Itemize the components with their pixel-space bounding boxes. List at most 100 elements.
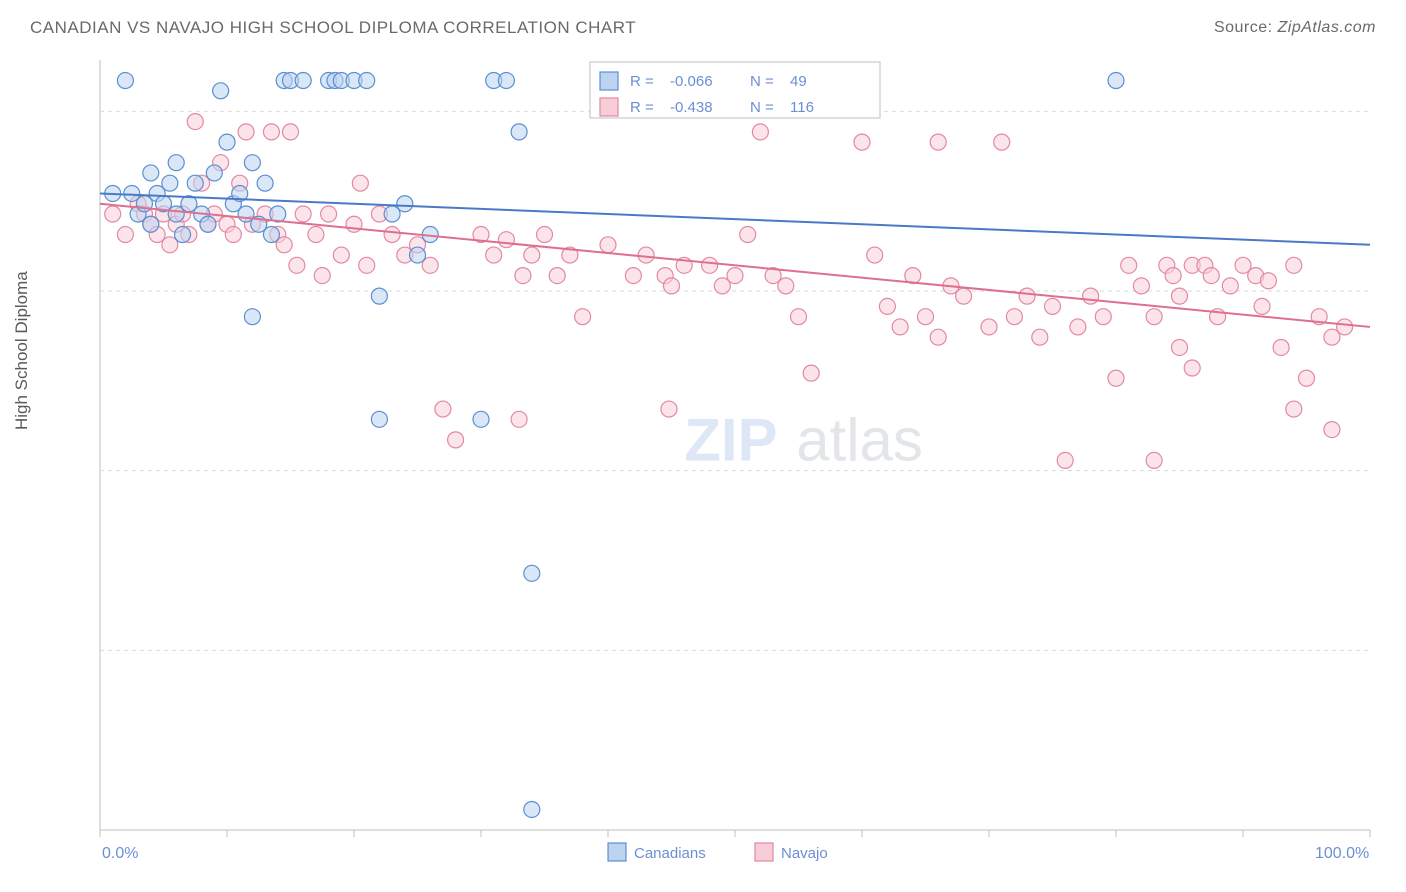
stats-r-label: R = xyxy=(630,99,654,116)
stats-r-label: R = xyxy=(630,73,654,90)
scatter-point xyxy=(498,232,514,248)
scatter-point xyxy=(524,801,540,817)
scatter-point xyxy=(1057,452,1073,468)
scatter-point xyxy=(537,227,553,243)
scatter-point xyxy=(206,165,222,181)
stats-n-label: N = xyxy=(750,73,774,90)
scatter-point xyxy=(1045,298,1061,314)
scatter-point xyxy=(879,298,895,314)
scatter-point xyxy=(263,227,279,243)
scatter-point xyxy=(625,268,641,284)
scatter-point xyxy=(473,411,489,427)
scatter-point xyxy=(257,175,273,191)
scatter-point xyxy=(175,227,191,243)
stats-n-label: N = xyxy=(750,99,774,116)
scatter-point xyxy=(187,175,203,191)
scatter-point xyxy=(1006,309,1022,325)
y-axis-label: High School Diploma xyxy=(12,271,32,430)
scatter-point xyxy=(1146,309,1162,325)
scatter-point xyxy=(1165,268,1181,284)
scatter-point xyxy=(117,227,133,243)
scatter-point xyxy=(359,257,375,273)
scatter-point xyxy=(664,278,680,294)
scatter-point xyxy=(778,278,794,294)
scatter-point xyxy=(752,124,768,140)
scatter-point xyxy=(410,247,426,263)
scatter-point xyxy=(661,401,677,417)
scatter-point xyxy=(1032,329,1048,345)
scatter-point xyxy=(727,268,743,284)
scatter-point xyxy=(511,411,527,427)
scatter-point xyxy=(371,411,387,427)
scatter-point xyxy=(384,227,400,243)
scatter-point xyxy=(448,432,464,448)
scatter-point xyxy=(930,134,946,150)
scatter-point xyxy=(1222,278,1238,294)
scatter-point xyxy=(511,124,527,140)
scatter-point xyxy=(244,309,260,325)
scatter-point xyxy=(225,227,241,243)
scatter-point xyxy=(1286,401,1302,417)
scatter-point xyxy=(524,565,540,581)
scatter-point xyxy=(352,175,368,191)
scatter-point xyxy=(867,247,883,263)
scatter-point xyxy=(295,73,311,89)
stats-swatch xyxy=(600,72,618,90)
scatter-point xyxy=(1070,319,1086,335)
scatter-point xyxy=(263,124,279,140)
scatter-point xyxy=(1273,339,1289,355)
scatter-point xyxy=(143,216,159,232)
plot-area: 47.5%65.0%82.5%100.0%ZIPatlasR =-0.066N … xyxy=(50,50,1380,840)
stats-n-value: 49 xyxy=(790,73,807,90)
scatter-point xyxy=(994,134,1010,150)
watermark-atlas: atlas xyxy=(796,406,923,473)
scatter-point xyxy=(143,165,159,181)
scatter-point xyxy=(918,309,934,325)
chart-source: Source: ZipAtlas.com xyxy=(1214,19,1376,37)
chart-title: CANADIAN VS NAVAJO HIGH SCHOOL DIPLOMA C… xyxy=(30,18,636,38)
trend-line xyxy=(100,193,1370,244)
scatter-point xyxy=(219,134,235,150)
scatter-point xyxy=(498,73,514,89)
scatter-point xyxy=(333,247,349,263)
scatter-point xyxy=(321,206,337,222)
scatter-point xyxy=(435,401,451,417)
scatter-point xyxy=(549,268,565,284)
legend-label: Canadians xyxy=(634,845,706,862)
scatter-point xyxy=(1184,360,1200,376)
stats-n-value: 116 xyxy=(790,99,814,116)
scatter-point xyxy=(283,124,299,140)
scatter-point xyxy=(1203,268,1219,284)
scatter-point xyxy=(638,247,654,263)
stats-swatch xyxy=(600,98,618,116)
scatter-point xyxy=(1108,370,1124,386)
chart-header: CANADIAN VS NAVAJO HIGH SCHOOL DIPLOMA C… xyxy=(0,0,1406,46)
scatter-point xyxy=(486,247,502,263)
scatter-point xyxy=(1146,452,1162,468)
scatter-chart: 47.5%65.0%82.5%100.0%ZIPatlasR =-0.066N … xyxy=(50,50,1380,870)
source-value: ZipAtlas.com xyxy=(1278,19,1376,36)
scatter-point xyxy=(314,268,330,284)
scatter-point xyxy=(1254,298,1270,314)
scatter-point xyxy=(238,124,254,140)
legend-swatch xyxy=(608,843,626,861)
legend-label: Navajo xyxy=(781,845,828,862)
scatter-point xyxy=(244,155,260,171)
scatter-point xyxy=(892,319,908,335)
scatter-point xyxy=(1286,257,1302,273)
watermark-zip: ZIP xyxy=(684,406,777,473)
stats-r-value: -0.066 xyxy=(670,73,713,90)
scatter-point xyxy=(1260,273,1276,289)
x-max-label: 100.0% xyxy=(1315,845,1369,862)
scatter-point xyxy=(1121,257,1137,273)
scatter-point xyxy=(1337,319,1353,335)
scatter-point xyxy=(308,227,324,243)
scatter-point xyxy=(168,155,184,171)
scatter-point xyxy=(397,196,413,212)
scatter-point xyxy=(854,134,870,150)
scatter-point xyxy=(791,309,807,325)
scatter-point xyxy=(117,73,133,89)
scatter-point xyxy=(1299,370,1315,386)
scatter-point xyxy=(740,227,756,243)
scatter-point xyxy=(295,206,311,222)
